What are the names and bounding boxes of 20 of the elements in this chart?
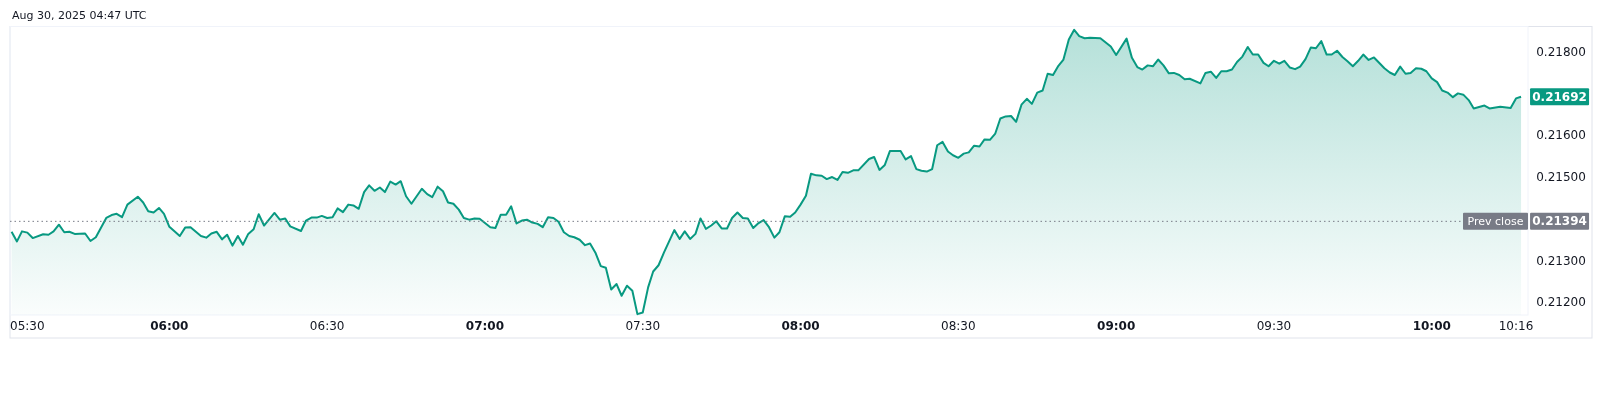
ref-line-label: Prev close [1467,215,1524,229]
annotation: 0.21394 [1532,214,1587,229]
x-tick-label: 06:30 [309,319,345,333]
x-tick-label: 09:00 [1097,319,1136,333]
x-tick-label: 06:00 [150,319,189,333]
y-tick-label: 0.21200 [1536,295,1586,310]
x-tick-label: 07:30 [625,319,661,333]
x-tick-label: 09:30 [1256,319,1292,333]
x-tick-label: 07:00 [465,319,505,333]
x-tick-label: 05:30 [10,319,45,333]
annotation: 0.21692 [1532,89,1587,104]
x-tick-label: 10:00 [1412,319,1451,333]
text: Aug 30, 2025 04:47 UTC [12,9,147,22]
x-tick-label: 08:00 [781,319,820,333]
y-tick-label: 0.21800 [1536,44,1586,59]
y-tick-label: 0.21600 [1536,128,1586,143]
x-tick-label: 08:30 [941,319,976,333]
y-tick-label: 0.21300 [1536,253,1586,268]
y-tick-label: 0.21500 [1536,170,1586,185]
x-tick-label: 10:16 [1498,319,1534,333]
